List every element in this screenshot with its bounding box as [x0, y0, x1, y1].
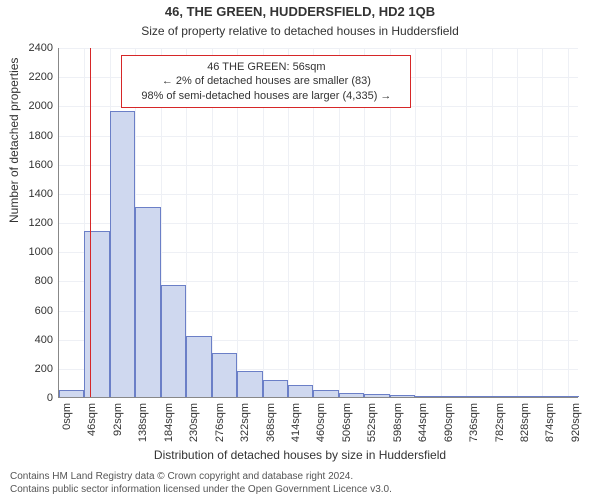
histogram-bar — [568, 396, 579, 397]
histogram-bar — [542, 396, 567, 397]
gridline-horizontal — [59, 194, 578, 195]
histogram-bar — [135, 207, 160, 397]
footer-line2: Contains public sector information licen… — [10, 484, 392, 497]
histogram-bar — [364, 394, 389, 397]
histogram-bar — [59, 390, 84, 397]
y-tick-label: 200 — [35, 363, 59, 375]
histogram-bar — [84, 231, 109, 397]
annotation-line1: 46 THE GREEN: 56sqm — [130, 60, 402, 74]
histogram-bar — [313, 390, 338, 397]
x-axis-label: Distribution of detached houses by size … — [0, 448, 600, 462]
gridline-horizontal — [59, 48, 578, 49]
y-tick-label: 400 — [35, 334, 59, 346]
y-axis-label: Number of detached properties — [7, 58, 21, 223]
y-tick-label: 1600 — [29, 159, 59, 171]
footer-line1: Contains HM Land Registry data © Crown c… — [10, 471, 392, 484]
y-tick-label: 1400 — [29, 188, 59, 200]
y-tick-label: 2000 — [29, 100, 59, 112]
histogram-bar — [186, 336, 211, 397]
gridline-vertical — [568, 48, 569, 397]
gridline-vertical — [415, 48, 416, 397]
histogram-bar — [110, 111, 135, 397]
plot-area: 0200400600800100012001400160018002000220… — [58, 48, 578, 398]
histogram-bar — [161, 285, 186, 397]
histogram-bar — [492, 396, 517, 397]
histogram-bar — [339, 393, 364, 397]
y-axis-label-text: Number of detached properties — [7, 58, 21, 223]
histogram-bar — [237, 371, 262, 397]
chart-title-main: 46, THE GREEN, HUDDERSFIELD, HD2 1QB — [0, 4, 600, 19]
y-tick-label: 1200 — [29, 217, 59, 229]
gridline-horizontal — [59, 165, 578, 166]
chart-title-main-text: 46, THE GREEN, HUDDERSFIELD, HD2 1QB — [165, 4, 435, 19]
chart-title-sub-text: Size of property relative to detached ho… — [141, 24, 459, 38]
histogram-bar — [441, 396, 466, 397]
chart-title-sub: Size of property relative to detached ho… — [0, 24, 600, 38]
annotation-box: 46 THE GREEN: 56sqm ← 2% of detached hou… — [121, 55, 411, 108]
gridline-vertical — [492, 48, 493, 397]
gridline-vertical — [542, 48, 543, 397]
reference-line — [90, 48, 91, 397]
y-tick-label: 600 — [35, 305, 59, 317]
histogram-bar — [517, 396, 542, 397]
y-tick-label: 1000 — [29, 246, 59, 258]
gridline-vertical — [517, 48, 518, 397]
histogram-bar — [390, 395, 415, 397]
annotation-line2: ← 2% of detached houses are smaller (83) — [130, 74, 402, 88]
y-tick-label: 2200 — [29, 71, 59, 83]
attribution-footer: Contains HM Land Registry data © Crown c… — [10, 471, 392, 496]
y-tick-label: 1800 — [29, 130, 59, 142]
histogram-bar — [466, 396, 491, 397]
y-tick-label: 800 — [35, 275, 59, 287]
histogram-bar — [263, 380, 288, 398]
gridline-vertical — [441, 48, 442, 397]
x-axis-label-text: Distribution of detached houses by size … — [154, 448, 446, 462]
annotation-line3: 98% of semi-detached houses are larger (… — [130, 89, 402, 103]
histogram-bar — [212, 353, 237, 397]
gridline-vertical — [466, 48, 467, 397]
y-tick-label: 0 — [47, 392, 59, 404]
gridline-horizontal — [59, 136, 578, 137]
chart-container: 46, THE GREEN, HUDDERSFIELD, HD2 1QB Siz… — [0, 0, 600, 500]
y-tick-label: 2400 — [29, 42, 59, 54]
histogram-bar — [288, 385, 313, 397]
histogram-bar — [415, 396, 440, 397]
